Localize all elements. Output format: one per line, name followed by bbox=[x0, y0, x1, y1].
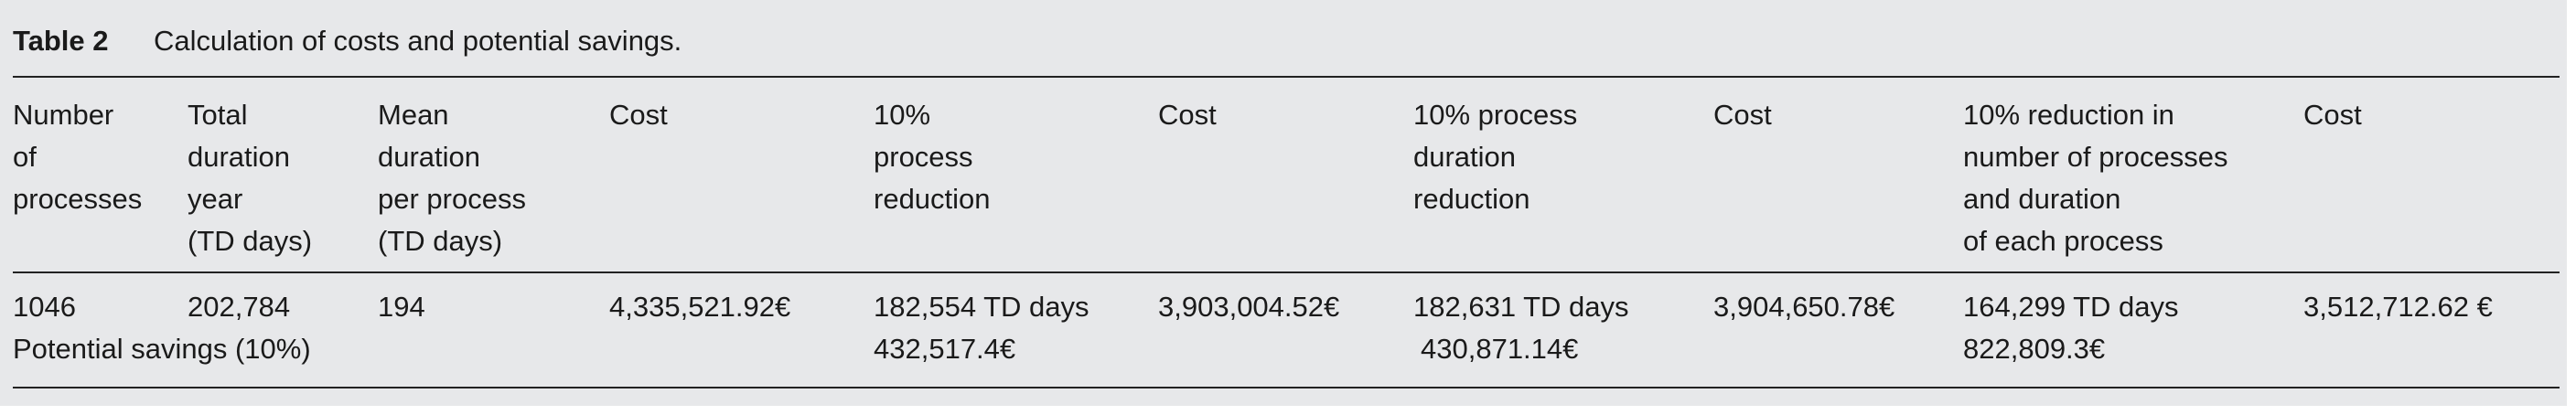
header-cell: 10% process bbox=[1413, 99, 1578, 131]
header-cell: (TD days) bbox=[188, 225, 313, 257]
data-cell: 3,512,712.62 € bbox=[2303, 291, 2493, 323]
header-cell: Cost bbox=[2303, 99, 2362, 131]
header-cell: 10% bbox=[874, 99, 931, 131]
data-cell: 202,784 bbox=[188, 291, 291, 323]
header-cell: and duration bbox=[1963, 183, 2121, 215]
header-cell: processes bbox=[13, 183, 143, 215]
header-cell: Cost bbox=[1713, 99, 1772, 131]
table-caption: Calculation of costs and potential savin… bbox=[154, 25, 682, 57]
data-cell: 3,904,650.78€ bbox=[1713, 291, 1895, 323]
header-cell: Number bbox=[13, 99, 114, 131]
header-cell: Total bbox=[188, 99, 248, 131]
header-cell: Cost bbox=[1158, 99, 1217, 131]
data-cell: 3,903,004.52€ bbox=[1158, 291, 1340, 323]
savings-cell: 822,809.3€ bbox=[1963, 333, 2106, 365]
header-cell: reduction bbox=[874, 183, 991, 215]
header-cell: Cost bbox=[609, 99, 668, 131]
header-cell: year bbox=[188, 183, 243, 215]
header-cell: of each process bbox=[1963, 225, 2163, 257]
header-cell: duration bbox=[378, 141, 481, 173]
header-rule bbox=[13, 271, 2560, 273]
header-cell: per process bbox=[378, 183, 526, 215]
data-cell: 164,299 TD days bbox=[1963, 291, 2179, 323]
header-cell: (TD days) bbox=[378, 225, 503, 257]
header-cell: number of processes bbox=[1963, 141, 2228, 173]
data-cell: 194 bbox=[378, 291, 425, 323]
table-page: Table 2 Calculation of costs and potenti… bbox=[0, 0, 2567, 406]
header-cell: reduction bbox=[1413, 183, 1530, 215]
header-cell: duration bbox=[188, 141, 291, 173]
savings-label: Potential savings (10%) bbox=[13, 333, 311, 365]
table-label: Table 2 bbox=[13, 25, 109, 57]
header-cell: Mean bbox=[378, 99, 449, 131]
header-cell: of bbox=[13, 141, 37, 173]
data-cell: 1046 bbox=[13, 291, 76, 323]
header-cell: process bbox=[874, 141, 973, 173]
bottom-rule bbox=[13, 387, 2560, 388]
savings-cell: 430,871.14€ bbox=[1421, 333, 1579, 365]
header-cell: 10% reduction in bbox=[1963, 99, 2174, 131]
data-cell: 4,335,521.92€ bbox=[609, 291, 791, 323]
top-rule bbox=[13, 76, 2560, 78]
data-cell: 182,554 TD days bbox=[874, 291, 1089, 323]
data-cell: 182,631 TD days bbox=[1413, 291, 1629, 323]
header-cell: duration bbox=[1413, 141, 1517, 173]
savings-cell: 432,517.4€ bbox=[874, 333, 1016, 365]
